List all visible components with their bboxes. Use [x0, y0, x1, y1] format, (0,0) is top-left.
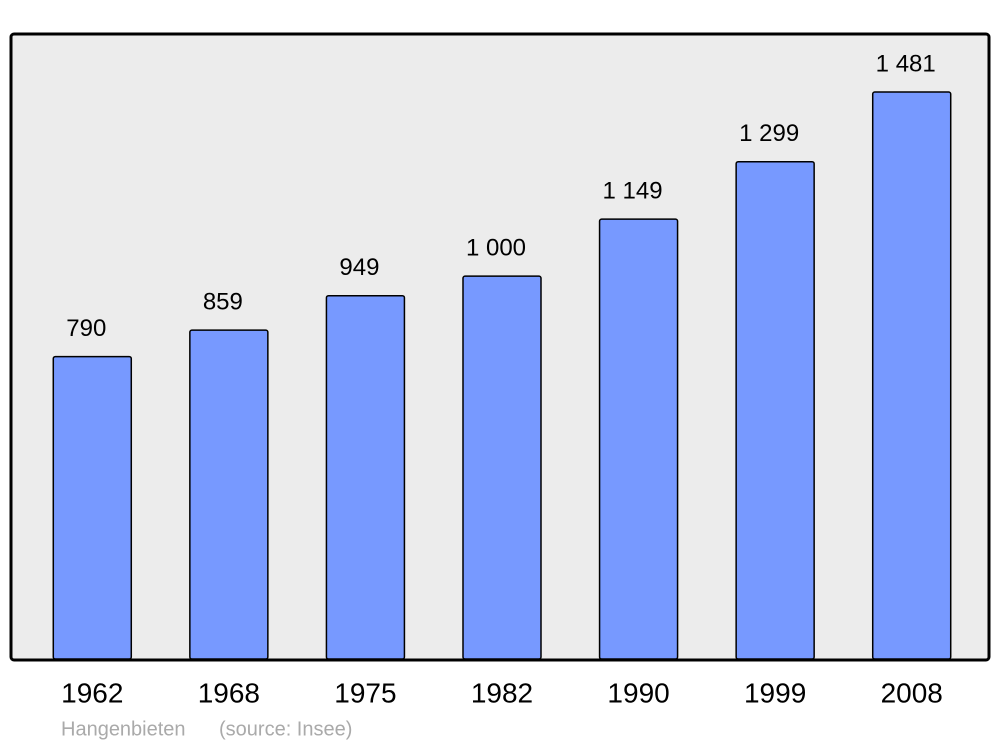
bar — [462, 275, 542, 660]
bar — [52, 355, 133, 660]
x-tick-label: 1968 — [198, 677, 260, 708]
value-label: 1 299 — [739, 120, 799, 147]
value-label: 790 — [66, 315, 106, 342]
value-label: 859 — [203, 288, 243, 315]
x-tick-label: 1990 — [607, 677, 669, 708]
x-tick-label: 1982 — [471, 677, 533, 708]
bar — [598, 218, 679, 660]
place-name: Hangenbieten — [61, 718, 186, 740]
x-tick-label: 1999 — [744, 677, 806, 708]
value-label: 1 481 — [876, 50, 936, 77]
bar — [325, 294, 406, 660]
source-note: (source: Insee) — [219, 718, 352, 740]
value-label: 949 — [339, 254, 379, 281]
x-tick-label: 1962 — [61, 677, 123, 708]
bar — [189, 329, 269, 660]
bar — [735, 160, 815, 660]
value-label: 1 149 — [603, 177, 663, 204]
x-tick-label: 2008 — [881, 677, 943, 708]
x-tick-label: 1975 — [334, 677, 396, 708]
value-label: 1 000 — [466, 235, 526, 262]
bar — [871, 91, 952, 660]
